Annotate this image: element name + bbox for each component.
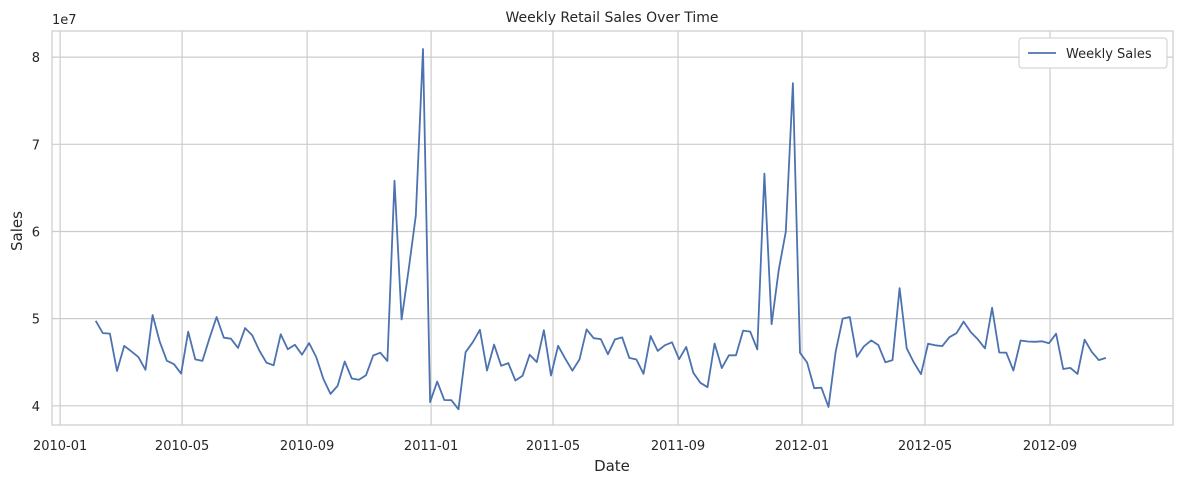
x-tick-labels: 2010-01 2010-05 2010-09 2011-01 2011-05 2011-… (33, 439, 1077, 454)
x-tick-label: 2010-09 (280, 439, 334, 454)
x-tick-label: 2012-05 (898, 439, 952, 454)
y-tick-label: 5 (32, 313, 40, 328)
y-tick-labels: 4 5 6 7 8 (32, 51, 40, 415)
y-tick-label: 7 (32, 138, 40, 153)
y-offset-label: 1e7 (52, 13, 77, 28)
legend-label: Weekly Sales (1066, 47, 1152, 62)
chart-title: Weekly Retail Sales Over Time (505, 10, 718, 26)
x-tick-label: 2012-09 (1023, 439, 1077, 454)
x-tick-label: 2012-01 (775, 439, 829, 454)
y-tick-label: 4 (32, 400, 40, 415)
y-gridlines (52, 56, 1173, 407)
x-tick-label: 2010-05 (155, 439, 209, 454)
y-tick-label: 6 (32, 225, 40, 240)
plot-frame (51, 30, 1174, 426)
y-axis-title: Sales (8, 211, 26, 251)
legend-box (1018, 37, 1168, 69)
x-tick-label: 2011-01 (404, 439, 458, 454)
legend: Weekly Sales (1018, 37, 1168, 69)
x-tick-label: 2011-05 (526, 439, 580, 454)
x-axis-title: Date (594, 457, 630, 475)
y-tick-label: 8 (32, 51, 40, 66)
weekly-sales-line (94, 48, 1107, 411)
x-gridlines (59, 31, 1051, 425)
x-tick-label: 2010-01 (33, 439, 87, 454)
x-tick-label: 2011-09 (651, 439, 705, 454)
